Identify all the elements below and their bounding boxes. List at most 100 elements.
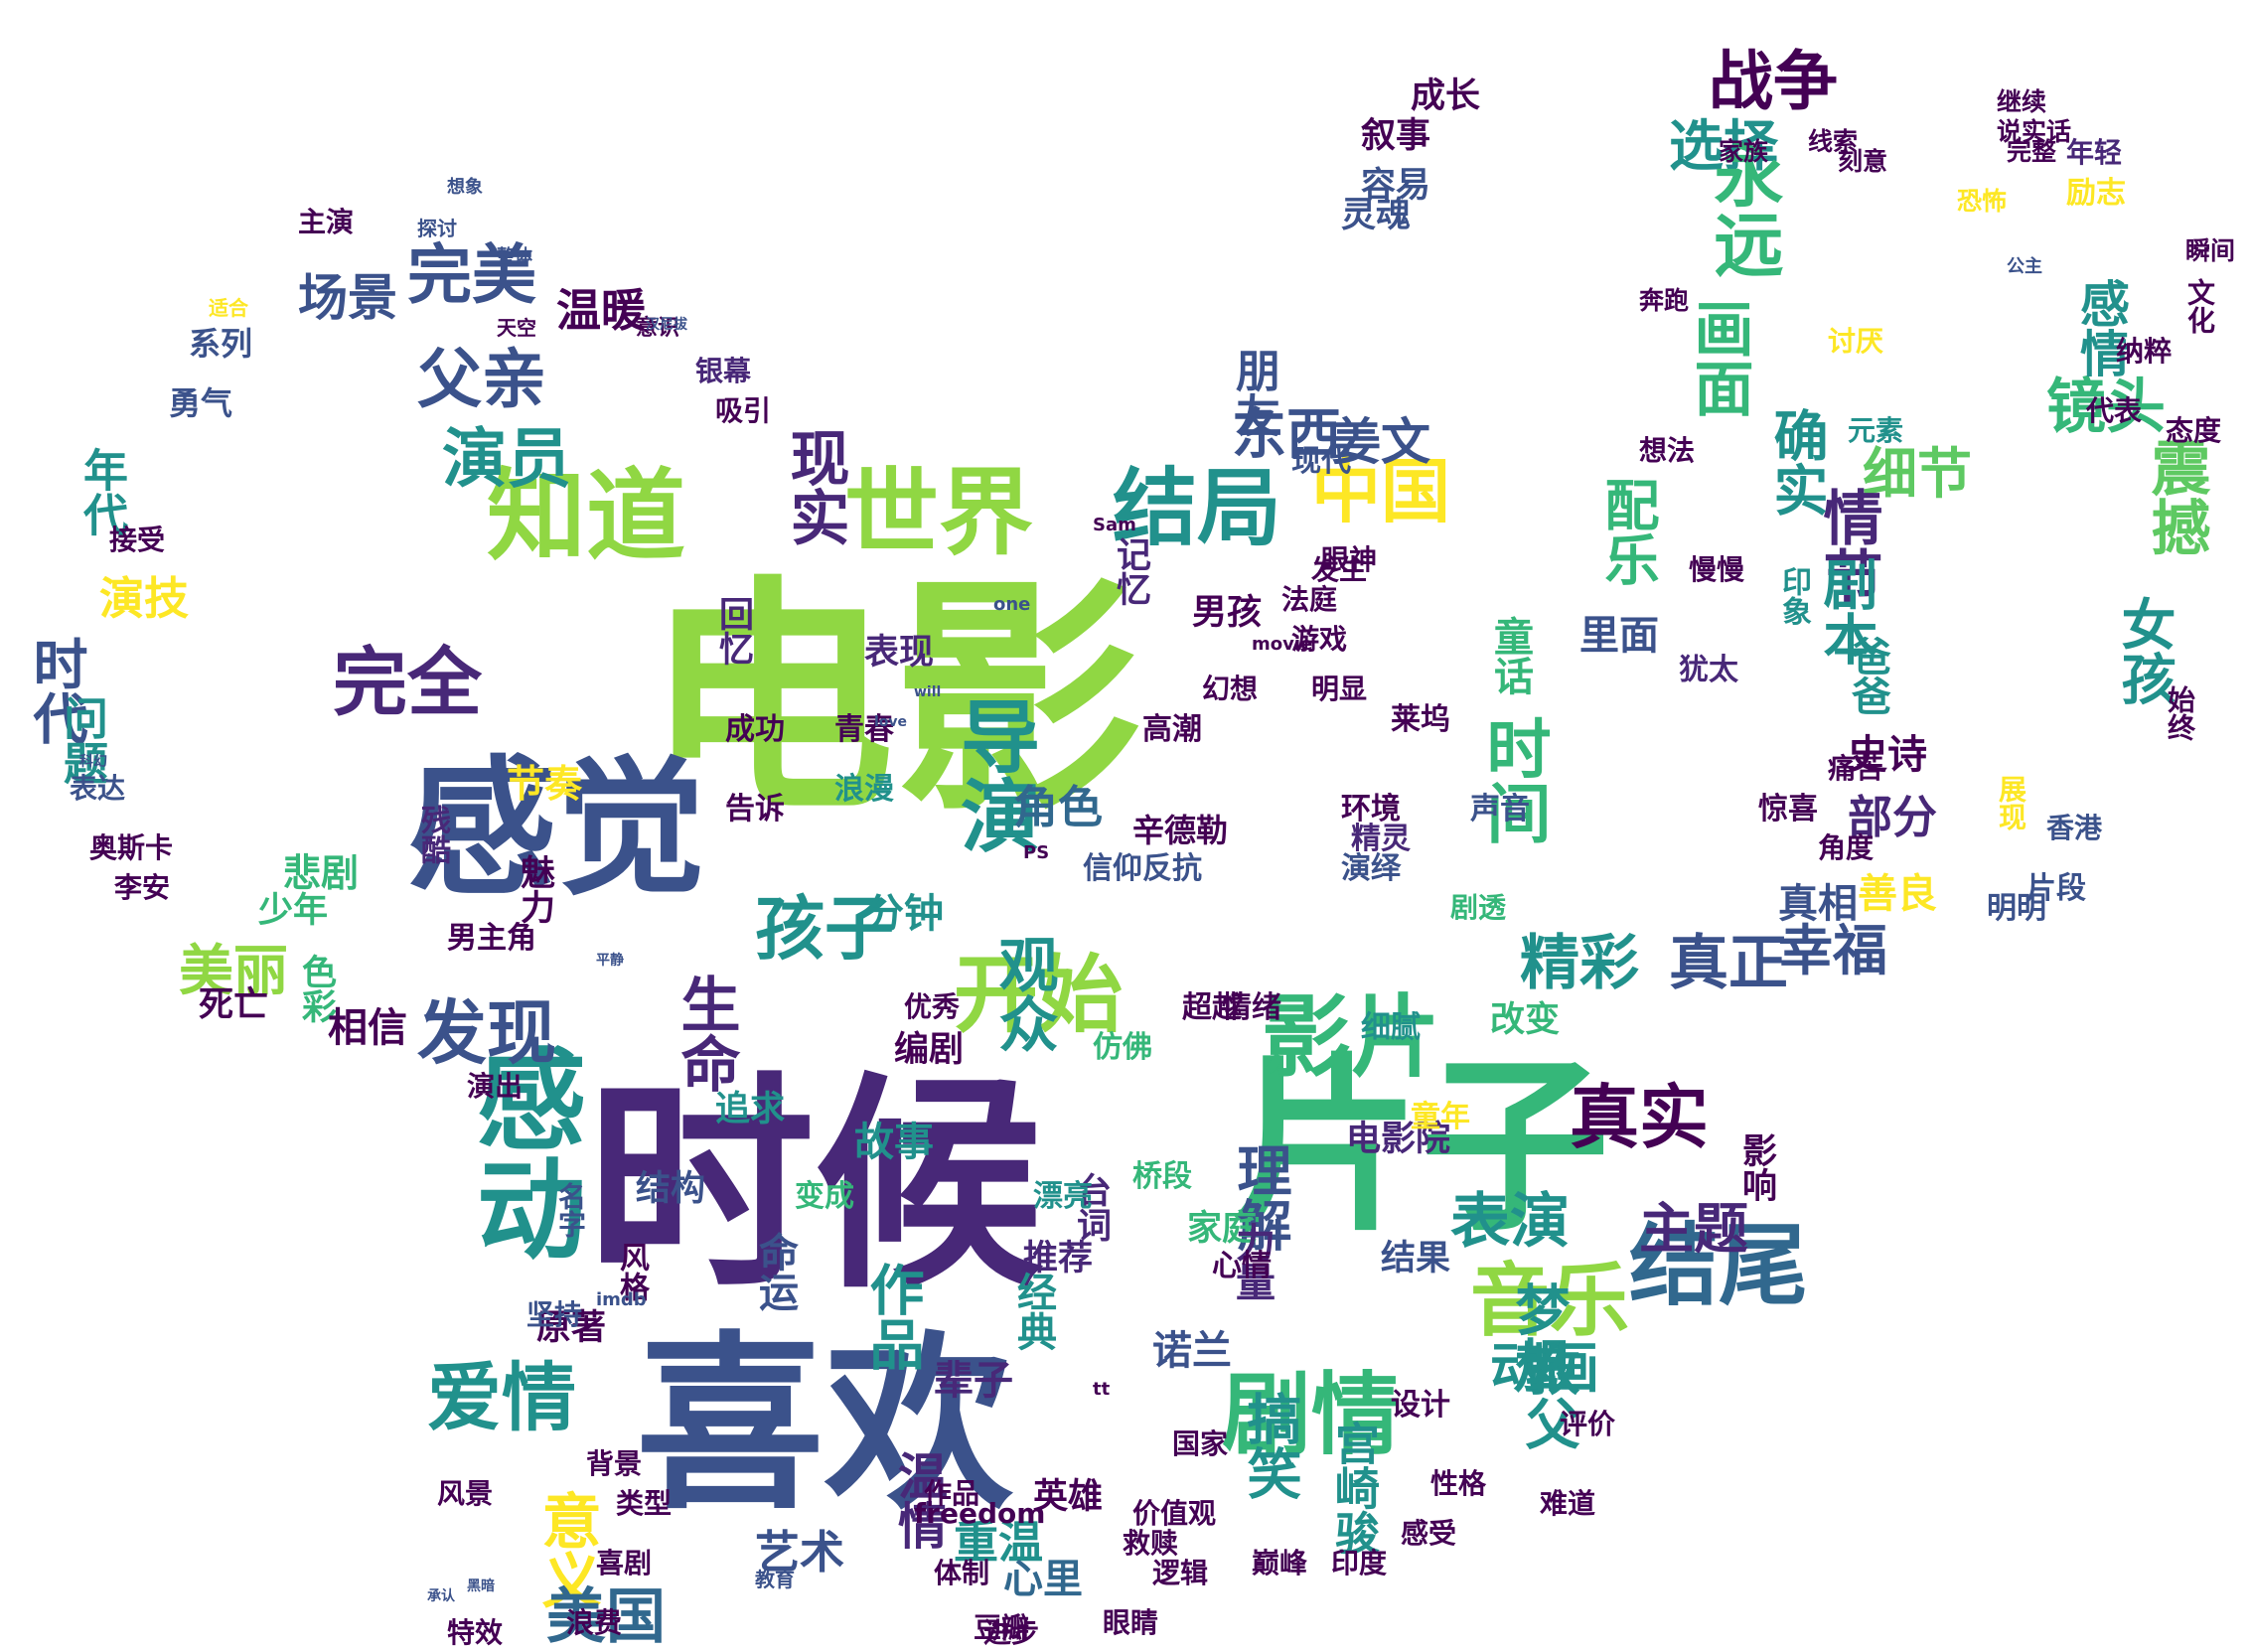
word: 心里	[1003, 1557, 1083, 1602]
word: 男孩	[1192, 593, 1263, 633]
word: 教育	[755, 1568, 795, 1591]
word: 女孩	[2112, 596, 2176, 705]
word: PS	[1023, 842, 1050, 863]
word: 开始	[954, 947, 1124, 1045]
word: 印度	[1331, 1547, 1388, 1579]
word: 法庭	[1281, 583, 1338, 616]
word: 声音	[1470, 792, 1530, 826]
word: 犹太	[1679, 653, 1738, 687]
word: 相信	[328, 1005, 407, 1051]
word: 惊喜	[1758, 792, 1818, 826]
word: 理解	[1228, 1142, 1291, 1252]
word: 震撼	[2141, 437, 2210, 556]
word: 香港	[2046, 812, 2103, 844]
word: 角色	[1013, 781, 1104, 833]
word: 精彩	[1520, 929, 1639, 998]
word: 莱坞	[1391, 702, 1450, 737]
word: 代表	[2086, 394, 2143, 427]
word: 性格	[1430, 1467, 1487, 1500]
word: 角度	[1818, 831, 1875, 864]
word: 演技	[99, 572, 190, 625]
word: 印象	[1776, 566, 1811, 626]
word: 超越	[1182, 990, 1242, 1025]
word: 力量	[1229, 1222, 1275, 1301]
word: 画面	[1684, 298, 1753, 417]
word: 眼睛	[1103, 1606, 1159, 1639]
word: 辛德勒	[1132, 812, 1229, 849]
word: 特效	[447, 1616, 504, 1649]
word: 音乐	[1470, 1255, 1629, 1347]
word: 难道	[1540, 1487, 1596, 1520]
word: 仿佛	[1093, 1030, 1152, 1065]
word: 编剧	[894, 1030, 965, 1070]
word: 精灵	[1351, 822, 1411, 856]
word: 镜头	[2046, 373, 2166, 442]
word: 父亲	[417, 343, 547, 417]
word: 作品	[860, 1262, 924, 1371]
word: 梦想	[1506, 1281, 1570, 1391]
word: 场景	[298, 269, 397, 327]
word: 部分	[1848, 791, 1938, 843]
word: 坚持	[526, 1298, 583, 1331]
word: 青春	[834, 712, 894, 747]
word: 刻意	[1838, 147, 1888, 176]
word: 动画	[1490, 1336, 1600, 1400]
word: 吸引	[715, 394, 772, 427]
word: 李安	[114, 871, 171, 904]
word: 救赎	[1123, 1527, 1179, 1560]
word: 节奏	[507, 762, 583, 806]
word: 细腻	[1361, 1010, 1421, 1045]
word: 叙事	[1361, 116, 1431, 156]
word: 游戏	[1291, 623, 1348, 656]
word: 剧透	[1450, 891, 1507, 924]
word: 英雄	[1033, 1477, 1104, 1517]
word: 体制	[934, 1557, 990, 1589]
word: 辈子	[934, 1358, 1013, 1404]
word: 美国	[546, 1582, 666, 1652]
word: 环境	[1341, 792, 1401, 826]
word: 探讨	[417, 217, 457, 240]
word: 朋友	[1228, 348, 1280, 437]
word: 公主	[2007, 256, 2042, 277]
word: 经典	[1010, 1272, 1056, 1351]
word: 适合	[209, 296, 248, 320]
word: 继续	[1997, 87, 2047, 116]
word: 战争	[1709, 45, 1839, 119]
word: 家族	[1719, 137, 1769, 166]
word: 完全	[333, 639, 483, 726]
word: 银幕	[695, 355, 752, 387]
word: 意识	[636, 316, 680, 341]
word: 奥斯卡	[89, 831, 174, 864]
word: 天空	[497, 316, 536, 340]
word: 重温	[954, 1516, 1044, 1569]
word: 告诉	[725, 792, 785, 826]
word: 主题	[1639, 1197, 1749, 1261]
word: 原著	[536, 1308, 607, 1348]
word: 温情	[890, 1450, 948, 1550]
word: 幻想	[1202, 673, 1259, 705]
word: 结尾	[1629, 1214, 1808, 1318]
word: 背景	[586, 1447, 643, 1480]
word: 讨厌	[1828, 325, 1884, 358]
word: 年代	[75, 447, 128, 536]
word: 美丽	[179, 939, 289, 1002]
word: 问题	[56, 695, 108, 785]
word: 承认	[427, 1588, 455, 1604]
word: 发现	[417, 992, 556, 1074]
word: 配乐	[1595, 477, 1659, 586]
word: tt	[1093, 1379, 1111, 1400]
word: 观众	[988, 934, 1058, 1053]
word: love	[874, 714, 908, 730]
word: freedom	[914, 1497, 1046, 1530]
word: 真实	[1570, 1077, 1709, 1158]
word: will	[914, 684, 942, 700]
word: 灵魂	[1341, 196, 1412, 235]
word: 情绪	[1222, 990, 1281, 1025]
word: 童年	[1411, 1100, 1470, 1134]
word: 恐怖	[1957, 187, 2008, 216]
word: 感情	[2072, 278, 2130, 377]
word: 瞬间	[2185, 236, 2236, 265]
word: 色彩	[296, 954, 336, 1023]
word: 变成	[795, 1179, 854, 1214]
